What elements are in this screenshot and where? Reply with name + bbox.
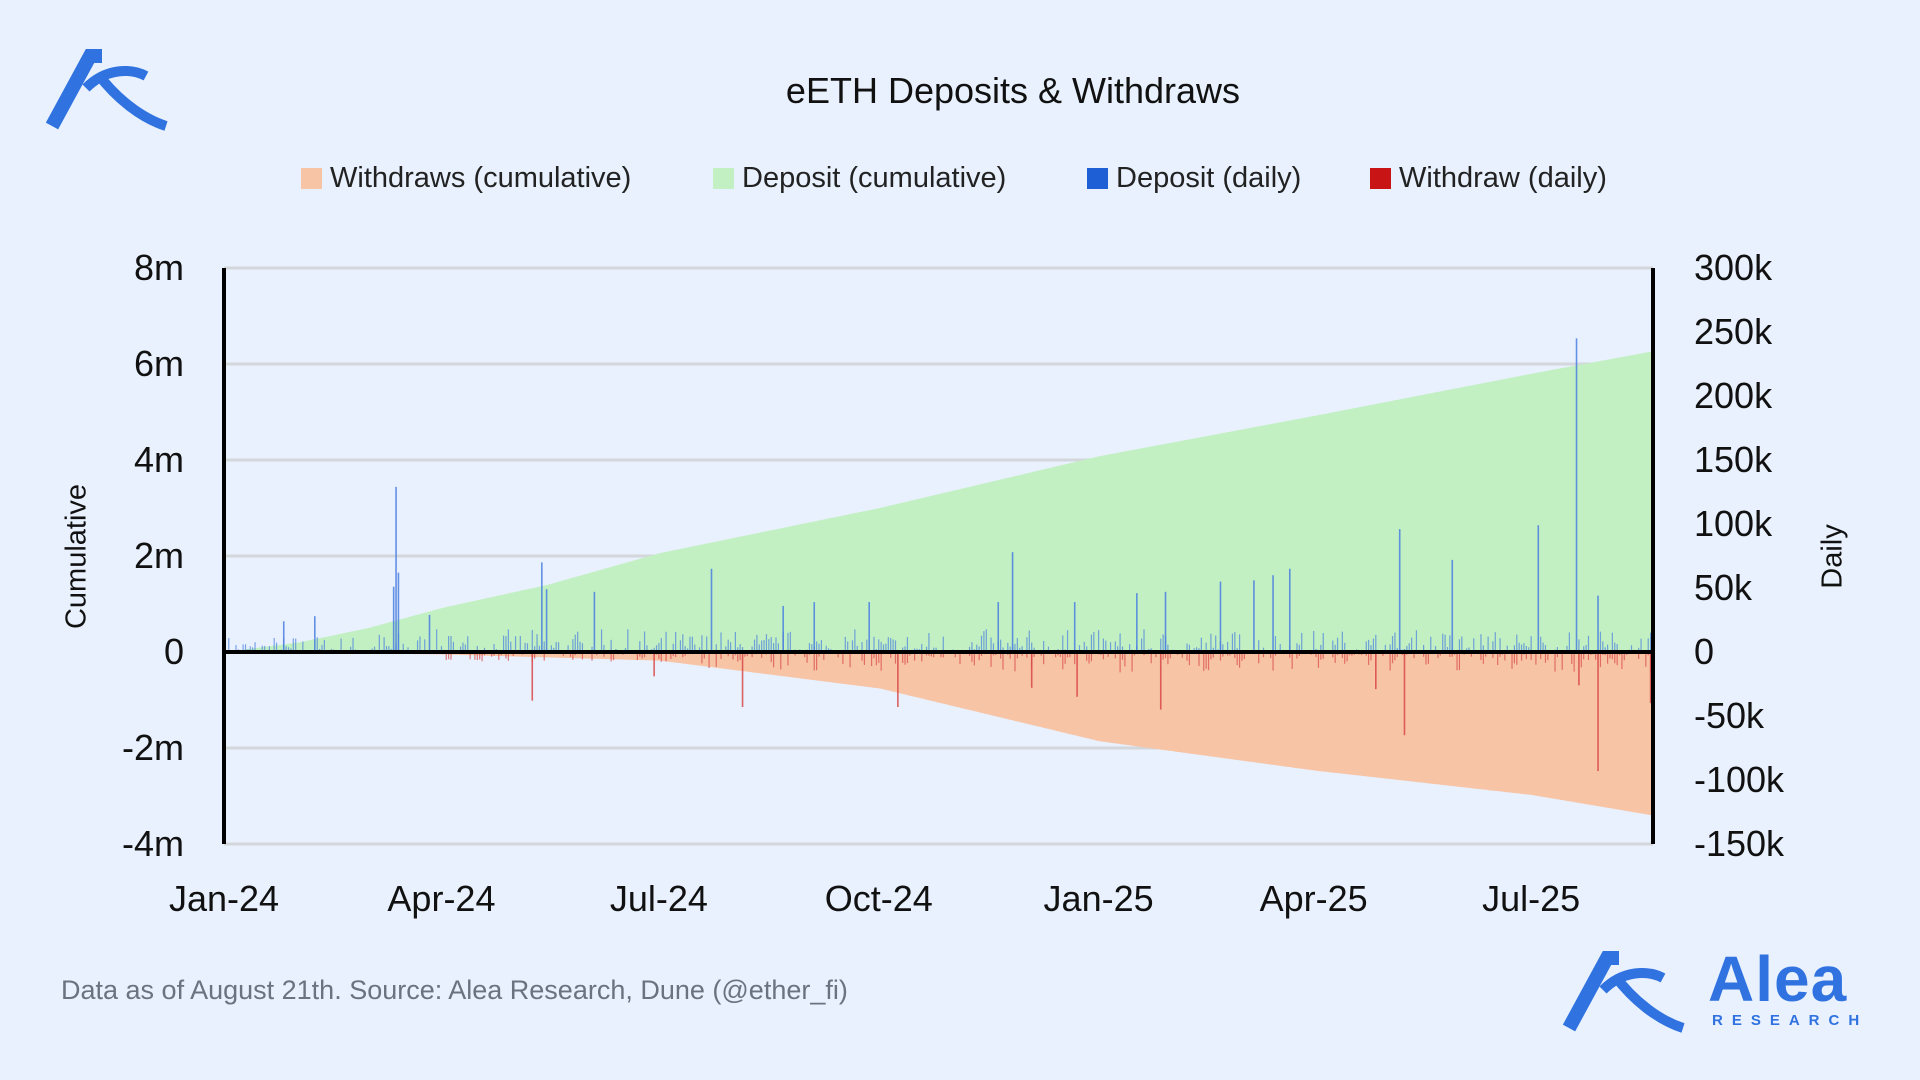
legend-swatch [1370, 168, 1391, 189]
legend-label: Deposit (daily) [1116, 162, 1302, 194]
source-footnote: Data as of August 21th. Source: Alea Res… [61, 975, 848, 1005]
y-tick-right-label: -150k [1694, 823, 1785, 864]
y-axis-left-title: Cumulative [60, 483, 93, 630]
y-tick-right-label: 0 [1694, 631, 1715, 672]
chart-title: eETH Deposits & Withdraws [785, 70, 1241, 111]
x-tick-label: Apr-24 [387, 878, 496, 919]
y-tick-left-label: 8m [133, 247, 184, 288]
deposit-cumulative-area [224, 351, 1653, 652]
y-tick-right-label: 200k [1694, 375, 1773, 416]
brand-subtitle: RESEARCH [1712, 1012, 1869, 1029]
legend-label: Withdraw (daily) [1399, 162, 1607, 194]
y-tick-left-label: 4m [133, 439, 184, 480]
y-tick-right-label: 50k [1694, 567, 1753, 608]
y-tick-left-label: 0 [163, 631, 184, 672]
alea-logo-icon [46, 49, 168, 131]
x-tick-label: Oct-24 [824, 878, 933, 919]
y-tick-left-label: -2m [122, 727, 184, 768]
legend-swatch [1087, 168, 1108, 189]
legend-deposit-daily: Deposit (daily) [1087, 162, 1301, 195]
y-axis-right-title: Daily [1816, 524, 1849, 589]
x-tick-label: Jan-25 [1043, 878, 1154, 919]
withdraw-cumulative-area [224, 652, 1653, 816]
y-tick-left-label: 6m [133, 343, 184, 384]
y-tick-right-label: 300k [1694, 247, 1773, 288]
legend-withdraw-daily: Withdraw (daily) [1370, 162, 1607, 195]
y-tick-right-label: -50k [1694, 695, 1765, 736]
brand-name: Alea [1708, 943, 1848, 1015]
x-tick-label: Jan-24 [168, 878, 280, 919]
legend-label: Deposit (cumulative) [742, 162, 1007, 194]
x-tick-label: Jul-24 [609, 878, 708, 919]
y-tick-right-label: 100k [1694, 503, 1773, 544]
legend-label: Withdraws (cumulative) [330, 162, 632, 194]
legend-swatch [713, 168, 734, 189]
y-tick-right-label: -100k [1694, 759, 1785, 800]
alea-logo-icon [1562, 951, 1685, 1033]
legend-deposit-cumulative: Deposit (cumulative) [713, 162, 1006, 195]
y-tick-left-label: -4m [122, 823, 184, 864]
y-tick-right-label: 250k [1694, 311, 1773, 352]
y-tick-right-label: 150k [1694, 439, 1773, 480]
y-tick-left-label: 2m [133, 535, 184, 576]
x-tick-label: Jul-25 [1482, 878, 1581, 919]
x-tick-label: Apr-25 [1259, 878, 1368, 919]
legend-withdraws-cumulative: Withdraws (cumulative) [301, 162, 631, 195]
legend-swatch [301, 168, 322, 189]
